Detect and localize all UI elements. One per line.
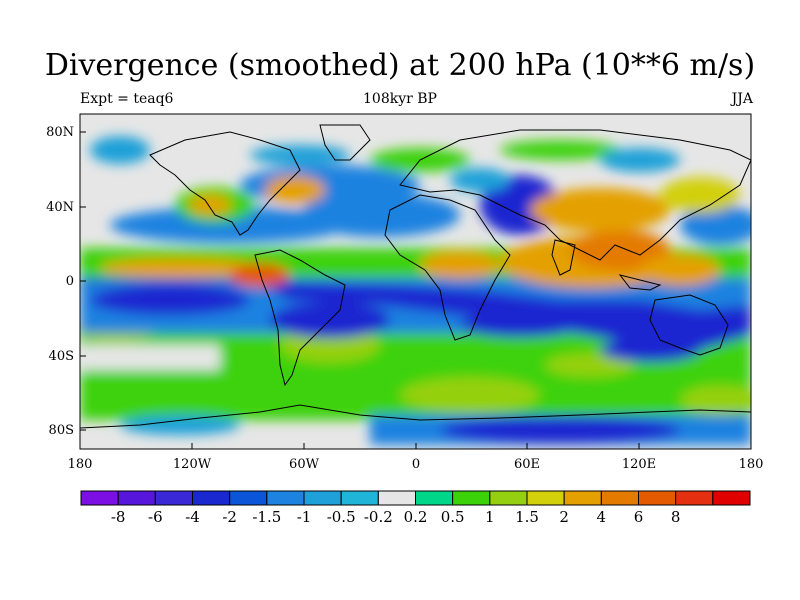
- colorbar-label: 2: [559, 508, 569, 526]
- lon-tick-labels: 180 120W 60W 0 60E 120E 180: [68, 457, 764, 472]
- colorbar-label: -2: [222, 508, 237, 526]
- colorbar-label: -0.5: [327, 508, 356, 526]
- lon-tick-label: 180: [739, 457, 764, 472]
- colorbar-swatch: [192, 490, 231, 506]
- colorbar-label: 8: [671, 508, 681, 526]
- colorbar-swatch: [117, 490, 156, 506]
- colorbar-label: -1.5: [252, 508, 281, 526]
- colorbar-label: 1.5: [515, 508, 539, 526]
- lon-tick-label: 180: [68, 457, 93, 472]
- contour-field: [80, 114, 751, 449]
- colorbar-swatch: [303, 490, 342, 506]
- colorbar-swatch: [563, 490, 602, 506]
- colorbar-swatch: [266, 490, 305, 506]
- colorbar-swatch: [229, 490, 268, 506]
- plot-title: Divergence (smoothed) at 200 hPa (10**6 …: [44, 48, 756, 83]
- colorbar-label: -1: [297, 508, 312, 526]
- lat-tick-label: 40S: [49, 349, 74, 364]
- colorbar-label: 6: [634, 508, 644, 526]
- lat-tick-label: 0: [66, 274, 74, 289]
- lon-tick-label: 60E: [514, 457, 540, 472]
- colorbar-label: -6: [148, 508, 163, 526]
- lat-tick-label: 40N: [46, 200, 74, 215]
- colorbar-swatch: [154, 490, 193, 506]
- colorbar-label: 1: [485, 508, 495, 526]
- colorbar-swatch: [526, 490, 565, 506]
- colorbar-swatch: [712, 490, 751, 506]
- colorbar-swatch: [600, 490, 639, 506]
- colorbar-label: 0.5: [441, 508, 465, 526]
- colorbar-swatch: [80, 490, 119, 506]
- colorbar-label: -4: [185, 508, 200, 526]
- colorbar-swatch: [638, 490, 677, 506]
- colorbar-swatch: [452, 490, 491, 506]
- colorbar-swatch: [415, 490, 454, 506]
- colorbar-label: -8: [111, 508, 126, 526]
- colorbar-label: -0.2: [364, 508, 393, 526]
- colorbar-swatch: [377, 490, 417, 506]
- colorbar-swatch: [675, 490, 714, 506]
- lon-tick-label: 60W: [289, 457, 320, 472]
- colorbar-swatch: [489, 490, 528, 506]
- experiment-label: Expt = teaq6: [80, 91, 174, 107]
- lon-tick-label: 0: [412, 457, 420, 472]
- colorbar-label: 4: [597, 508, 607, 526]
- colorbar: -8 -6 -4 -2 -1.5 -1 -0.5 -0.2 0.2 0.5 1 1.5 2 4 6 8: [80, 490, 751, 526]
- coastlines: [80, 124, 751, 429]
- lon-tick-label: 120W: [173, 457, 212, 472]
- lat-tick-label: 80N: [46, 125, 74, 140]
- time-label: 108kyr BP: [363, 91, 437, 107]
- lat-tick-labels: 80N 40N 0 40S 80S: [46, 125, 74, 438]
- colorbar-swatch: [340, 490, 379, 506]
- axis-ticks: [79, 131, 752, 449]
- season-label: JJA: [731, 91, 753, 107]
- lon-tick-label: 120E: [622, 457, 656, 472]
- colorbar-label: 0.2: [404, 508, 428, 526]
- lat-tick-label: 80S: [49, 423, 74, 438]
